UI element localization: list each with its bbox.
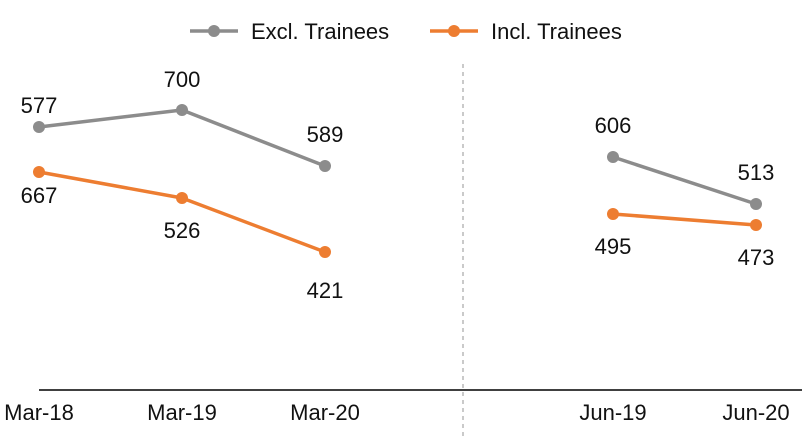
series-line-incl-trainees-group-2: [612, 212, 757, 227]
data-label-incl-trainees-jun-20: 473: [738, 245, 775, 270]
point-incl-trainees-mar-18: [33, 166, 45, 178]
tick-label-jun-19: Jun-19: [579, 400, 646, 425]
point-excl-trainees-mar-18: [33, 121, 45, 133]
series-layer: [33, 104, 762, 258]
legend-label-incl-trainees: Incl. Trainees: [491, 19, 622, 44]
series-line-excl-trainees-group-1: [38, 108, 326, 168]
tick-label-mar-19: Mar-19: [147, 400, 217, 425]
data-label-excl-trainees-jun-19: 606: [595, 113, 632, 138]
tick-label-mar-20: Mar-20: [290, 400, 360, 425]
data-label-excl-trainees-mar-18: 577: [21, 93, 58, 118]
data-labels: 577 700 589 606 513 667 526 421 495 473: [21, 67, 775, 303]
tick-label-jun-20: Jun-20: [722, 400, 789, 425]
series-line-excl-trainees-group-2: [612, 155, 757, 206]
point-excl-trainees-mar-20: [319, 160, 331, 172]
data-label-excl-trainees-mar-20: 589: [307, 122, 344, 147]
tick-label-mar-18: Mar-18: [4, 400, 74, 425]
point-incl-trainees-jun-19: [607, 208, 619, 220]
data-label-excl-trainees-jun-20: 513: [738, 160, 775, 185]
point-incl-trainees-mar-19: [176, 192, 188, 204]
legend: Excl. Trainees Incl. Trainees: [190, 19, 622, 44]
legend-marker-excl-trainees: [208, 25, 220, 37]
legend-label-excl-trainees: Excl. Trainees: [251, 19, 389, 44]
legend-marker-incl-trainees: [448, 25, 460, 37]
data-label-excl-trainees-mar-19: 700: [164, 67, 201, 92]
data-label-incl-trainees-mar-19: 526: [164, 218, 201, 243]
point-excl-trainees-jun-19: [607, 151, 619, 163]
x-axis: Mar-18 Mar-19 Mar-20 Jun-19 Jun-20: [4, 389, 802, 425]
point-incl-trainees-jun-20: [750, 219, 762, 231]
point-excl-trainees-jun-20: [750, 198, 762, 210]
data-label-incl-trainees-jun-19: 495: [595, 234, 632, 259]
point-excl-trainees-mar-19: [176, 104, 188, 116]
point-incl-trainees-mar-20: [319, 246, 331, 258]
data-label-incl-trainees-mar-18: 667: [21, 183, 58, 208]
data-label-incl-trainees-mar-20: 421: [307, 278, 344, 303]
